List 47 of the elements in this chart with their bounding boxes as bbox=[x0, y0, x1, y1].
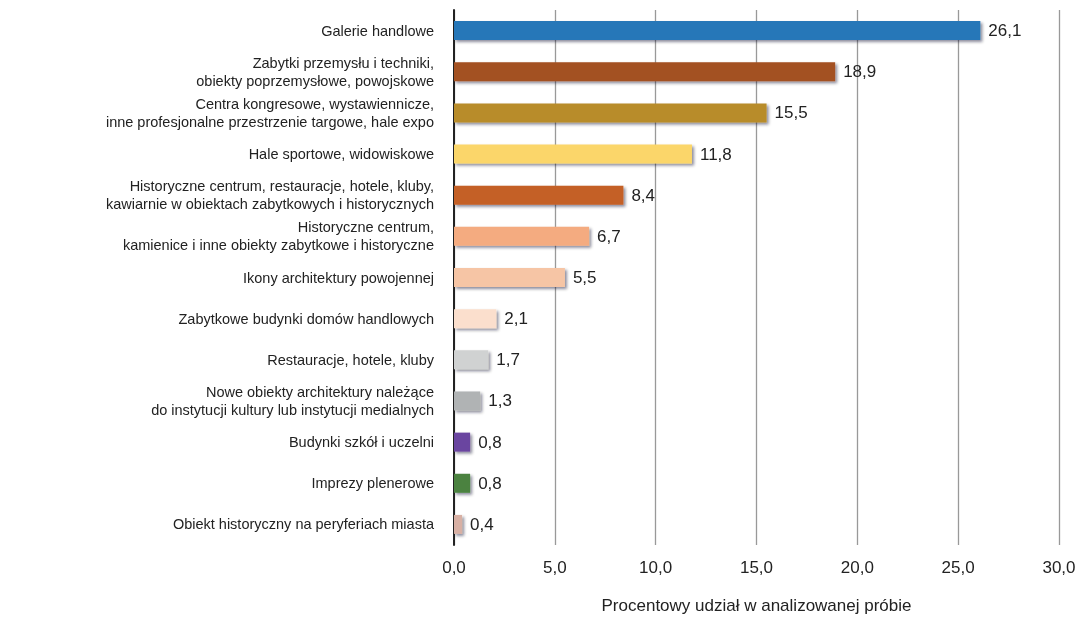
y-tick-label: Zabytkowe budynki domów handlowych bbox=[178, 310, 434, 327]
data-label: 2,1 bbox=[504, 309, 528, 329]
bar bbox=[454, 350, 489, 370]
bar bbox=[454, 226, 590, 246]
data-label: 18,9 bbox=[843, 62, 877, 82]
data-label: 11,8 bbox=[699, 144, 732, 164]
bar bbox=[454, 21, 981, 41]
y-tick-label: Hale sportowe, widowiskowe bbox=[248, 146, 434, 163]
y-tick-label: Restauracje, hotele, kluby bbox=[267, 351, 435, 368]
y-tick-label: Budynki szkół i uczelni bbox=[288, 434, 434, 451]
data-label: 5,5 bbox=[572, 268, 597, 287]
y-tick-label: Obiekt historyczny na peryferiach miasta bbox=[172, 516, 435, 533]
bar bbox=[454, 473, 471, 493]
data-label: 1,3 bbox=[488, 391, 512, 411]
bar bbox=[454, 185, 624, 205]
data-label: 26,1 bbox=[988, 21, 1022, 41]
bar bbox=[454, 268, 565, 287]
y-tick-label: Historyczne centrum, restauracje, hotele, kluby, kawiarnie w obiektach zabytkowych i historycznych bbox=[106, 178, 434, 213]
x-tick-label: 10,0 bbox=[639, 558, 673, 577]
data-label: 15,5 bbox=[774, 103, 808, 123]
data-label: 1,7 bbox=[496, 350, 520, 370]
bar bbox=[454, 144, 692, 164]
x-tick-label: 30,0 bbox=[1042, 558, 1076, 577]
bar bbox=[454, 62, 836, 82]
data-label: 8,4 bbox=[631, 185, 656, 205]
x-tick-label: 0,0 bbox=[442, 558, 466, 577]
y-tick-label: Imprezy plenerowe bbox=[311, 475, 434, 492]
x-tick-label: 25,0 bbox=[941, 558, 975, 577]
bar bbox=[454, 432, 471, 452]
data-label: 0,8 bbox=[478, 432, 502, 452]
y-tick-label: Centra kongresowe, wystawiennicze, inne profesjonalne przestrzenie targowe, hale expo bbox=[105, 95, 434, 130]
x-tick-label: 5,0 bbox=[543, 558, 567, 577]
data-label: 6,7 bbox=[597, 226, 621, 246]
x-tick-label: 15,0 bbox=[739, 558, 774, 577]
y-tick-label: Galerie handlowe bbox=[321, 22, 434, 39]
data-label: 0,4 bbox=[470, 514, 494, 534]
y-tick-label: Ikony architektury powojennej bbox=[242, 269, 434, 286]
data-label: 0,8 bbox=[478, 473, 502, 493]
y-tick-label: Nowe obiekty architektury należące do instytucji kultury lub instytucji medialnych bbox=[151, 383, 434, 418]
bar bbox=[454, 103, 767, 123]
y-tick-label: Historyczne centrum, kamienice i inne obiekty zabytkowe i historyczne bbox=[122, 219, 434, 254]
bar bbox=[454, 514, 463, 534]
y-tick-label: Zabytki przemysłu i techniki, obiekty poprzemysłowe, powojskowe bbox=[196, 54, 434, 89]
x-axis-title: Procentowy udział w analizowanej próbie bbox=[601, 596, 912, 615]
bar bbox=[454, 391, 481, 411]
bar bbox=[454, 309, 497, 329]
x-tick-label: 20,0 bbox=[840, 558, 874, 577]
